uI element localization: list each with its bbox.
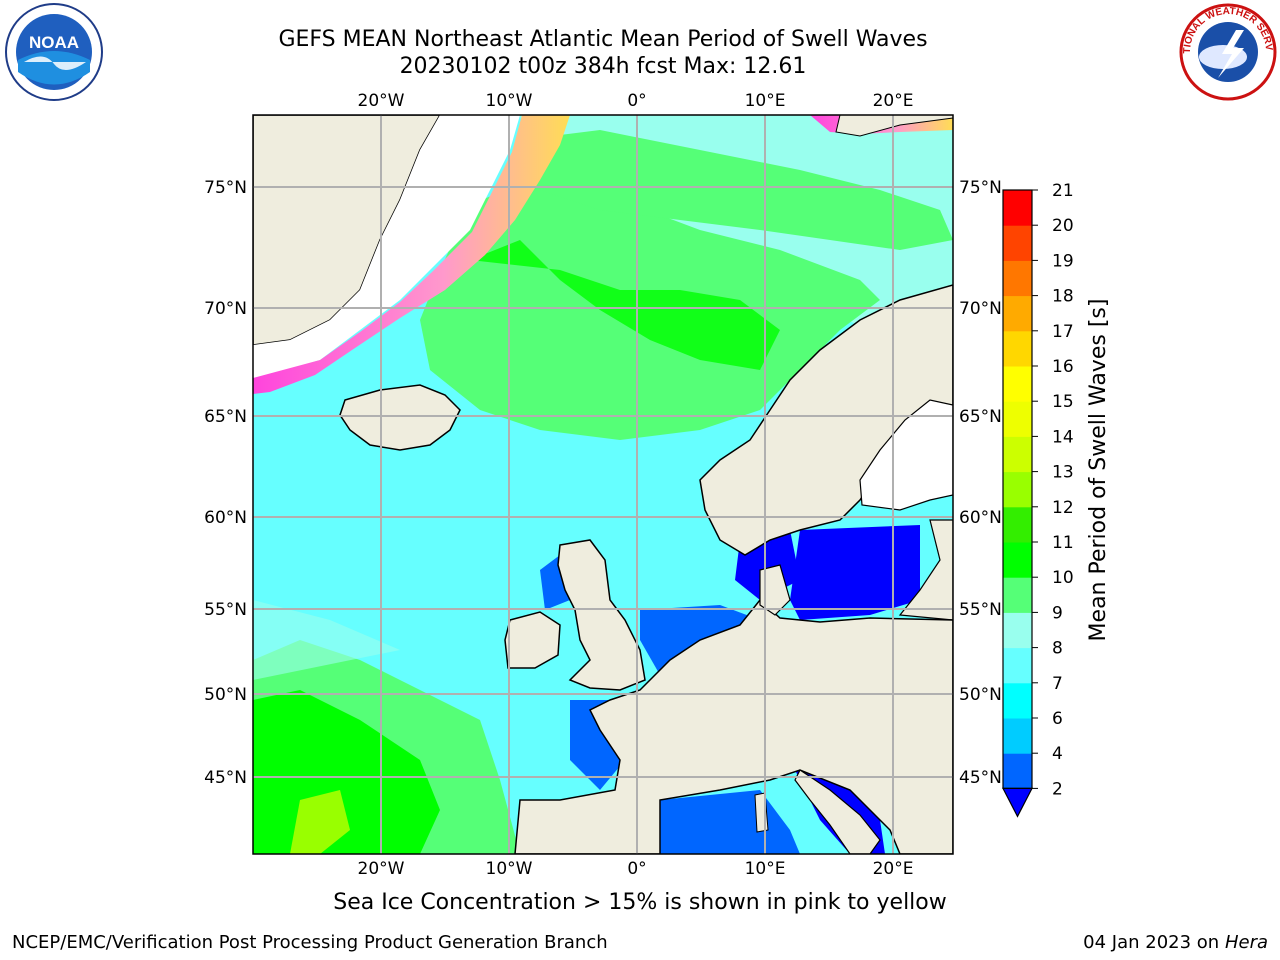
colorbar-tick-label: 20 [1052,216,1074,236]
colorbar-tick-label: 8 [1052,639,1063,659]
lon-label: 0° [627,859,646,879]
lat-labels-right: 75°N 70°N 65°N 60°N 55°N 50°N 45°N [959,178,1002,788]
colorbar-segment [1003,366,1032,402]
noaa-logo-text: NOAA [29,33,79,52]
lat-label: 50°N [959,685,1002,705]
lat-label: 45°N [204,768,247,788]
lon-label: 10°E [745,91,786,111]
map-title: GEFS MEAN Northeast Atlantic Mean Period… [278,27,928,52]
colorbar-tick-label: 15 [1052,392,1074,412]
colorbar-segment [1003,471,1032,508]
colorbar-segment [1003,647,1032,684]
colorbar-tick-label: 21 [1052,181,1074,201]
colorbar-tick-label: 16 [1052,357,1074,377]
nws-logo-icon: NATIONAL WEATHER SERVICE [1178,2,1277,101]
colorbar-tick-label: 18 [1052,287,1074,307]
footer-date-text: 04 Jan 2023 on [1083,932,1220,953]
lat-label: 70°N [204,299,247,319]
lat-label: 65°N [204,407,247,427]
lon-label: 20°E [873,859,914,879]
lat-label: 55°N [959,600,1002,620]
sea-ice-edge [253,115,570,394]
lat-label: 75°N [959,178,1002,198]
colorbar-segment [1003,401,1032,437]
colorbar-tick-label: 6 [1052,709,1063,729]
lon-label: 20°W [358,859,405,879]
colorbar-segment [1003,436,1032,473]
colorbar-segment [1003,190,1032,226]
lat-label: 50°N [204,685,247,705]
colorbar-segment [1003,330,1032,367]
map-frame [252,114,954,855]
colorbar-segment [1003,506,1032,543]
lon-labels-top: 20°W 10°W 0° 10°E 20°E [358,91,914,111]
colorbar-tick-label: 12 [1052,498,1074,518]
map-subtitle: 20230102 t00z 384h fcst Max: 12.61 [399,54,807,79]
lat-label: 70°N [959,299,1002,319]
colorbar-tick-label: 7 [1052,674,1063,694]
colorbar-segment [1003,577,1032,613]
lat-label: 65°N [959,407,1002,427]
colorbar-tick-label: 4 [1052,744,1063,764]
colorbar-segment [1003,612,1032,649]
lat-label: 60°N [204,508,247,528]
colorbar-segment [1003,542,1032,578]
colorbar-tick-label: 2 [1052,779,1063,799]
colorbar-tick-label: 11 [1052,533,1074,553]
swell-baltic [790,525,920,620]
lat-label: 45°N [959,768,1002,788]
colorbar-segment [1003,682,1032,719]
colorbar-segment [1003,295,1032,332]
lat-label: 75°N [204,178,247,198]
colorbar-label: Mean Period of Swell Waves [s] [1086,299,1111,642]
lon-label: 10°W [486,91,533,111]
lon-label: 0° [627,91,646,111]
colorbar-tick-label: 19 [1052,251,1074,271]
lat-label: 55°N [204,600,247,620]
map-grid [253,115,953,854]
colorbar-segment [1003,260,1032,297]
lon-labels-bottom: 20°W 10°W 0° 10°E 20°E [358,859,914,879]
colorbar-segment [1003,225,1032,261]
colorbar-segment [1003,718,1032,754]
lat-labels-left: 75°N 70°N 65°N 60°N 55°N 50°N 45°N [204,178,247,788]
noaa-logo-icon: NOAA [5,3,103,101]
footer-date: 04 Jan 2023 on Hera [1083,932,1268,953]
colorbar-frame [1002,189,1033,790]
ireland-land [504,611,561,669]
colorbar-tick-label: 9 [1052,603,1063,623]
colorbar-tick-label: 10 [1052,568,1074,588]
ice-region [253,115,520,380]
sea-ice-note: Sea Ice Concentration > 15% is shown in … [333,890,947,915]
colorbar-under-arrow [1002,787,1033,818]
colorbar-tick-label: 13 [1052,463,1074,483]
colorbar: 2 4 6 7 8 9 10 11 12 13 14 15 16 17 18 19 20 21 [1002,181,1074,818]
colorbar-segment [1003,753,1032,789]
footer-credit: NCEP/EMC/Verification Post Processing Pr… [12,932,608,953]
iceland-land [339,384,461,451]
lon-label: 20°W [358,91,405,111]
colorbar-tick-label: 14 [1052,427,1074,447]
colorbar-tick-label: 17 [1052,322,1074,342]
footer-host: Hera [1224,932,1268,953]
lon-label: 10°W [486,859,533,879]
lon-label: 10°E [745,859,786,879]
lon-label: 20°E [873,91,914,111]
great-britain-land [557,539,646,691]
map-area [253,115,953,854]
lat-label: 60°N [959,508,1002,528]
